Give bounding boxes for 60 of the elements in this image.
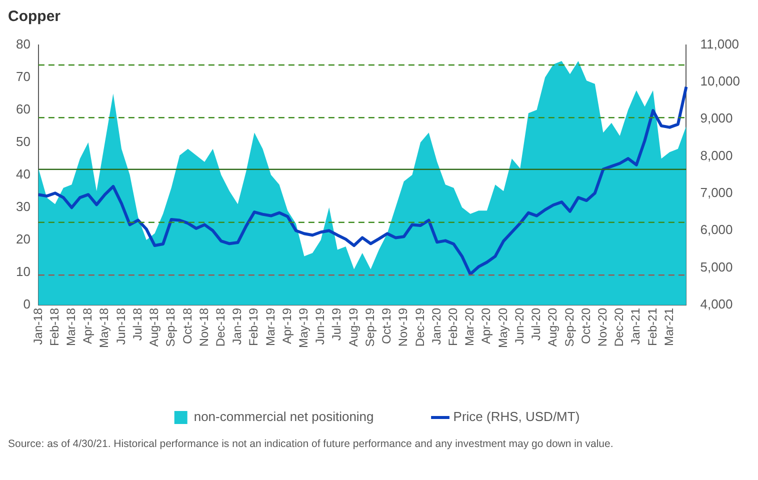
x-tick-label: Feb-21 xyxy=(645,308,660,346)
x-tick-label: Nov-19 xyxy=(396,308,410,347)
x-tick-label: Mar-18 xyxy=(64,308,78,346)
y2-tick-label: 11,000 xyxy=(700,36,740,52)
x-tick-label: Mar-19 xyxy=(263,308,278,346)
x-tick-label: Oct-19 xyxy=(380,308,394,344)
x-tick-label: Jan-20 xyxy=(429,308,444,345)
x-tick-label: May-18 xyxy=(97,308,112,348)
x-tick-label: Mar-21 xyxy=(662,308,676,346)
legend-label: non-commercial net positioning xyxy=(194,409,374,424)
x-tick-label: Aug-19 xyxy=(346,308,360,347)
chart-title: Copper xyxy=(8,8,62,25)
x-tick-label: Dec-20 xyxy=(612,308,626,347)
x-tick-label: Feb-18 xyxy=(47,308,62,346)
x-tick-label: Sep-20 xyxy=(562,308,576,347)
x-tick-label: Feb-20 xyxy=(446,308,460,346)
x-tick-label: Nov-20 xyxy=(596,308,610,347)
y2-tick-label: 10,000 xyxy=(700,74,740,89)
x-tick-label: May-19 xyxy=(296,308,311,348)
x-tick-label: Sep-18 xyxy=(164,308,178,347)
x-tick-label: Jun-18 xyxy=(114,308,128,345)
y-tick-label: 20 xyxy=(16,232,30,247)
x-tick-label: Apr-19 xyxy=(280,308,294,344)
y-tick-label: 40 xyxy=(16,166,30,182)
y2-tick-label: 7,000 xyxy=(700,185,733,200)
y-tick-label: 30 xyxy=(16,198,30,214)
source-note: Source: as of 4/30/21. Historical performance is not an indication of future performance and any investment may go down in value. xyxy=(8,438,614,450)
x-tick-label: Apr-18 xyxy=(80,308,95,344)
y2-tick-label: 8,000 xyxy=(700,148,733,163)
x-tick-label: Feb-19 xyxy=(246,308,261,346)
x-tick-label: Dec-19 xyxy=(412,308,427,347)
x-tick-label: Sep-19 xyxy=(362,308,377,347)
y-tick-label: 50 xyxy=(16,134,30,149)
x-tick-label: Nov-18 xyxy=(196,308,211,347)
y-tick-label: 10 xyxy=(16,264,30,280)
legend-label: Price (RHS, USD/MT) xyxy=(453,409,580,424)
y2-tick-label: 6,000 xyxy=(700,222,733,238)
x-tick-label: Jun-19 xyxy=(313,308,328,345)
y2-tick-label: 4,000 xyxy=(700,296,733,312)
x-tick-label: Mar-20 xyxy=(462,308,477,346)
x-tick-label: May-20 xyxy=(496,308,510,348)
y-tick-label: 60 xyxy=(16,101,30,116)
x-tick-label: Aug-18 xyxy=(147,308,162,347)
x-tick-label: Apr-20 xyxy=(479,308,494,344)
x-tick-label: Jul-20 xyxy=(529,308,544,341)
y-tick-label: 70 xyxy=(16,68,30,84)
x-tick-label: Jul-18 xyxy=(130,308,144,341)
x-tick-label: Jan-18 xyxy=(30,308,45,345)
x-tick-label: Jan-19 xyxy=(230,308,244,345)
y2-tick-label: 9,000 xyxy=(700,110,733,126)
x-tick-label: Oct-18 xyxy=(180,308,194,344)
y2-tick-label: 5,000 xyxy=(700,259,733,274)
x-tick-label: Dec-18 xyxy=(213,308,228,347)
x-tick-label: Jul-19 xyxy=(330,308,344,341)
x-tick-label: Jan-21 xyxy=(628,308,643,345)
y-tick-label: 0 xyxy=(23,296,30,312)
x-tick-label: Jun-20 xyxy=(512,308,526,345)
x-tick-label: Oct-20 xyxy=(578,308,593,344)
y-tick-label: 80 xyxy=(16,36,30,52)
x-tick-label: Aug-20 xyxy=(546,308,560,347)
